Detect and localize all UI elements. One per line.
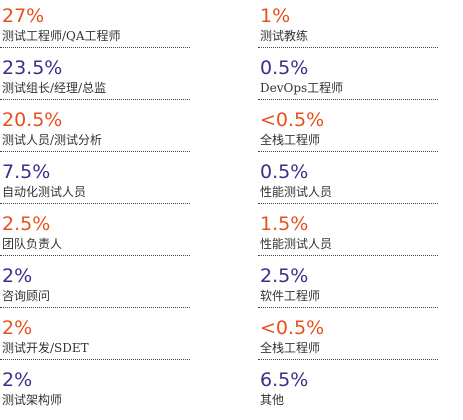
dotted-divider (0, 99, 190, 100)
stat-item: 7.5% 自动化测试人员 (0, 156, 190, 207)
dotted-divider (0, 47, 190, 48)
stat-item: 2% 咨询顾问 (0, 260, 190, 311)
stat-label: 测试架构师 (2, 393, 63, 407)
stat-label: 全栈工程师 (260, 133, 321, 147)
stat-item: 0.5% DevOps工程师 (258, 52, 438, 103)
stat-value: 1% (260, 5, 291, 27)
stat-item: 1% 测试教练 (258, 0, 438, 51)
stat-item: 1.5% 性能测试人员 (258, 208, 438, 259)
dotted-divider (258, 359, 438, 360)
stat-value: 7.5% (2, 161, 51, 183)
stat-item: 20.5% 测试人员/测试分析 (0, 104, 190, 155)
stat-value: 20.5% (2, 109, 63, 131)
stat-label: 团队负责人 (2, 237, 63, 251)
stat-value: 2% (2, 317, 33, 339)
stat-label: 软件工程师 (260, 289, 321, 303)
stat-item: 27% 测试工程师/QA工程师 (0, 0, 190, 51)
stat-item: 2% 测试架构师 (0, 364, 190, 415)
stat-value: <0.5% (260, 317, 325, 339)
stat-value: 23.5% (2, 57, 63, 79)
dotted-divider (0, 203, 190, 204)
stat-item: <0.5% 全栈工程师 (258, 104, 438, 155)
left-column: 27% 测试工程师/QA工程师 23.5% 测试组长/经理/总监 20.5% 测… (0, 0, 190, 416)
dotted-divider (258, 47, 438, 48)
dotted-divider (0, 255, 190, 256)
dotted-divider (0, 359, 190, 360)
right-column: 1% 测试教练 0.5% DevOps工程师 <0.5% 全栈工程师 0.5% … (258, 0, 438, 416)
stat-item: 2.5% 团队负责人 (0, 208, 190, 259)
stat-item: 2% 测试开发/SDET (0, 312, 190, 363)
dotted-divider (258, 307, 438, 308)
stat-label: 全栈工程师 (260, 341, 321, 355)
stat-label: 其他 (260, 393, 285, 407)
stat-label: 性能测试人员 (260, 237, 333, 251)
stat-label: 测试工程师/QA工程师 (2, 29, 121, 43)
stat-value: 2% (2, 265, 33, 287)
stat-value: 0.5% (260, 57, 309, 79)
stat-item: 2.5% 软件工程师 (258, 260, 438, 311)
dotted-divider (258, 203, 438, 204)
stat-label: 测试开发/SDET (2, 341, 89, 355)
stat-value: 2.5% (260, 265, 309, 287)
stat-value: <0.5% (260, 109, 325, 131)
dotted-divider (0, 307, 190, 308)
stat-value: 2% (2, 369, 33, 391)
stat-label: 测试组长/经理/总监 (2, 81, 107, 95)
stat-value: 2.5% (2, 213, 51, 235)
stat-value: 27% (2, 5, 45, 27)
dotted-divider (258, 99, 438, 100)
dotted-divider (0, 151, 190, 152)
stat-label: 自动化测试人员 (2, 185, 87, 199)
stat-item: <0.5% 全栈工程师 (258, 312, 438, 363)
dotted-divider (258, 255, 438, 256)
stat-label: 咨询顾问 (2, 289, 51, 303)
dotted-divider (258, 151, 438, 152)
stat-label: 测试人员/测试分析 (2, 133, 103, 147)
stat-item: 0.5% 性能测试人员 (258, 156, 438, 207)
stat-item: 23.5% 测试组长/经理/总监 (0, 52, 190, 103)
stat-label: DevOps工程师 (260, 81, 344, 95)
stat-item: 6.5% 其他 (258, 364, 438, 415)
stat-label: 性能测试人员 (260, 185, 333, 199)
stat-value: 0.5% (260, 161, 309, 183)
stat-label: 测试教练 (260, 29, 309, 43)
stat-value: 1.5% (260, 213, 309, 235)
stat-value: 6.5% (260, 369, 309, 391)
